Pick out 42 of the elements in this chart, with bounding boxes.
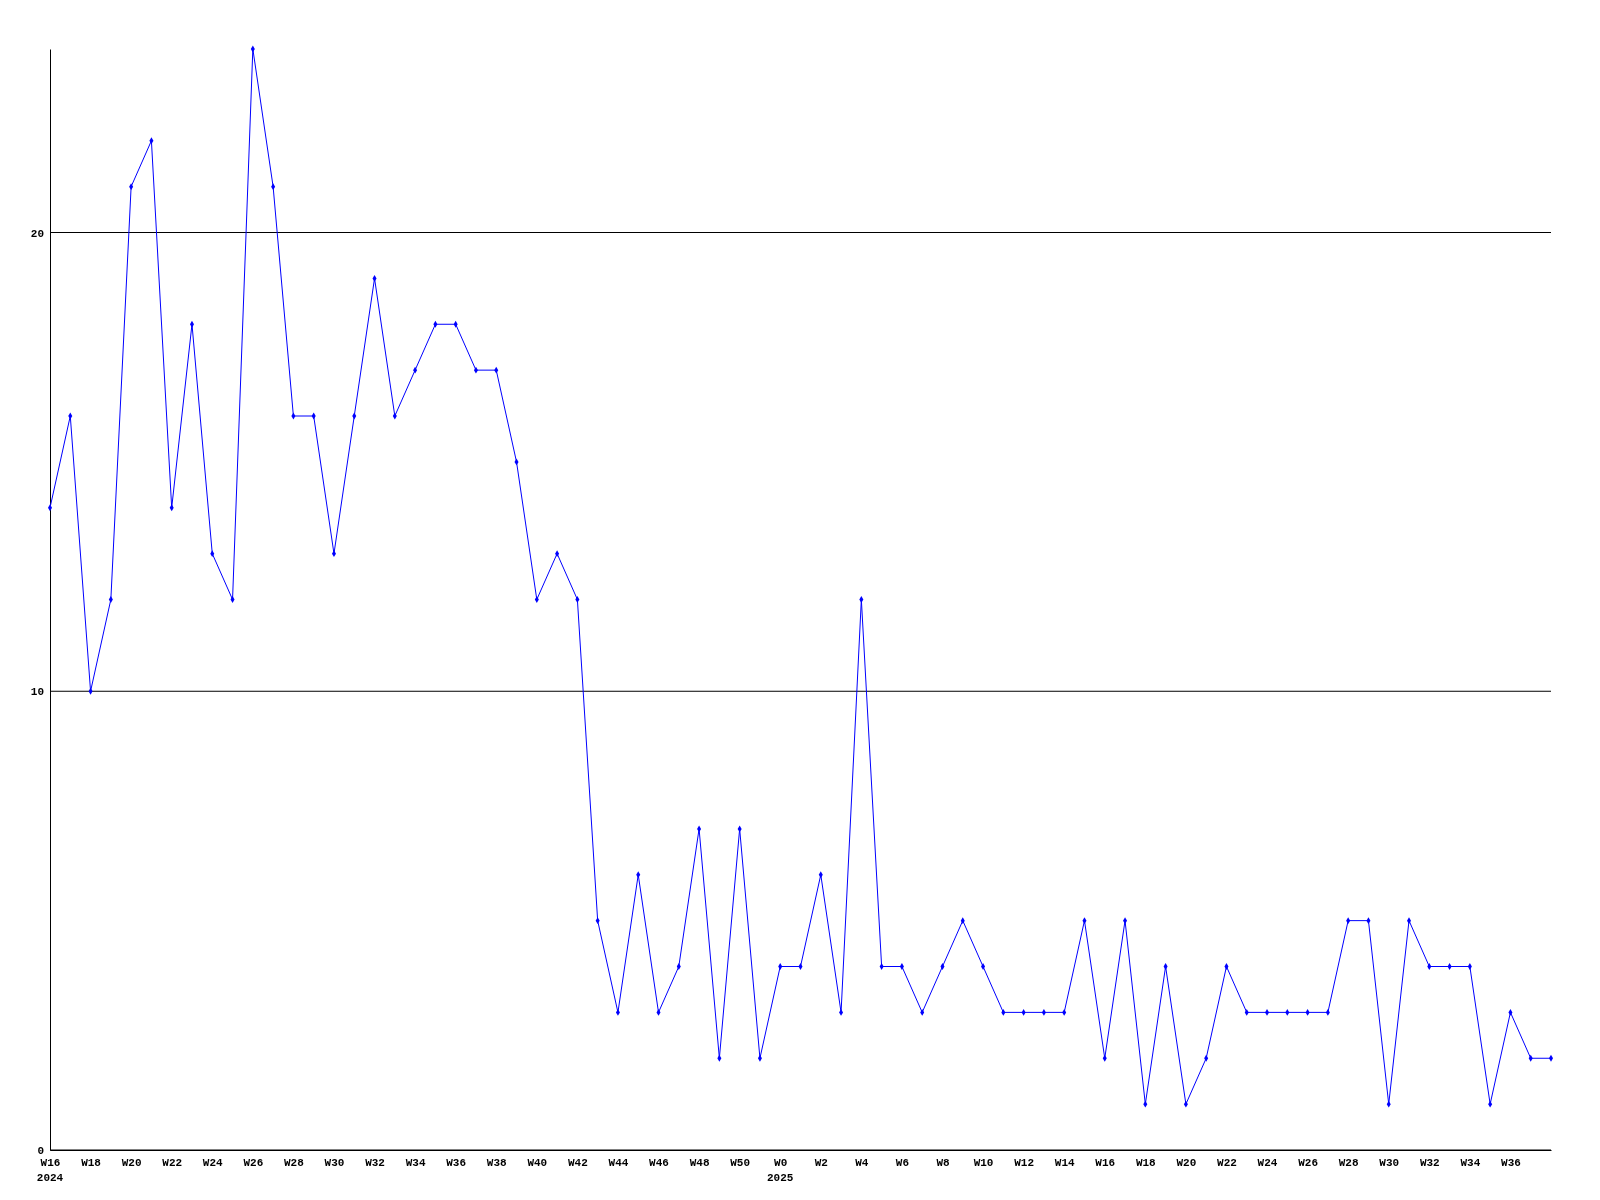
x-tick-label: W30 [1379, 1156, 1400, 1169]
x-tick-label: W38 [486, 1156, 508, 1169]
x-tick-label: W46 [649, 1156, 669, 1169]
x-tick-label: W20 [1176, 1156, 1197, 1169]
x-tick-label: W14 [1054, 1156, 1075, 1169]
x-tick-label: W36 [446, 1156, 467, 1169]
text: 2024 [36, 1172, 64, 1184]
x-tick-label: W16 [40, 1156, 61, 1169]
x-tick-label: W30 [324, 1156, 345, 1169]
x-tick-label: W12 [1014, 1156, 1035, 1169]
x-tick-label: W0 [774, 1156, 788, 1169]
x-tick-label: W34 [405, 1156, 426, 1169]
x-tick-label: W22 [162, 1156, 183, 1169]
x-tick-label: W4 [855, 1156, 869, 1169]
x-tick-label: W16 [1095, 1156, 1116, 1169]
y-tick-label: 0 [37, 1145, 44, 1158]
y-tick-label: 20 [30, 227, 44, 240]
x-tick-label: W48 [689, 1156, 710, 1169]
x-tick-label: W20 [121, 1156, 142, 1169]
x-tick-label: W28 [1338, 1156, 1359, 1169]
x-tick-label: W24 [202, 1156, 224, 1169]
x-tick-label: W42 [567, 1156, 588, 1169]
x-tick-label: W26 [243, 1156, 264, 1169]
x-tick-label: W26 [1298, 1156, 1318, 1169]
x-tick-label: W32 [365, 1156, 385, 1169]
x-tick-label: W28 [284, 1156, 305, 1169]
x-tick-label: W2 [814, 1156, 828, 1169]
x-tick-label: W32 [1419, 1156, 1440, 1169]
x-tick-label: W8 [936, 1156, 950, 1169]
x-tick-label: W50 [730, 1156, 751, 1169]
x-tick-label: W24 [1257, 1156, 1278, 1169]
x-tick-label: W40 [527, 1156, 548, 1169]
y-tick-label: 10 [30, 686, 44, 699]
x-tick-label: W6 [895, 1156, 910, 1169]
x-tick-label: W22 [1217, 1156, 1237, 1169]
x-tick-label: W10 [973, 1156, 994, 1169]
x-tick-label: W18 [1135, 1156, 1157, 1169]
x-tick-label: W36 [1501, 1156, 1521, 1169]
x-tick-label: W34 [1460, 1156, 1481, 1169]
x-tick-label: W44 [608, 1156, 629, 1169]
text: 2025 [767, 1172, 794, 1184]
x-tick-label: W18 [81, 1156, 102, 1169]
